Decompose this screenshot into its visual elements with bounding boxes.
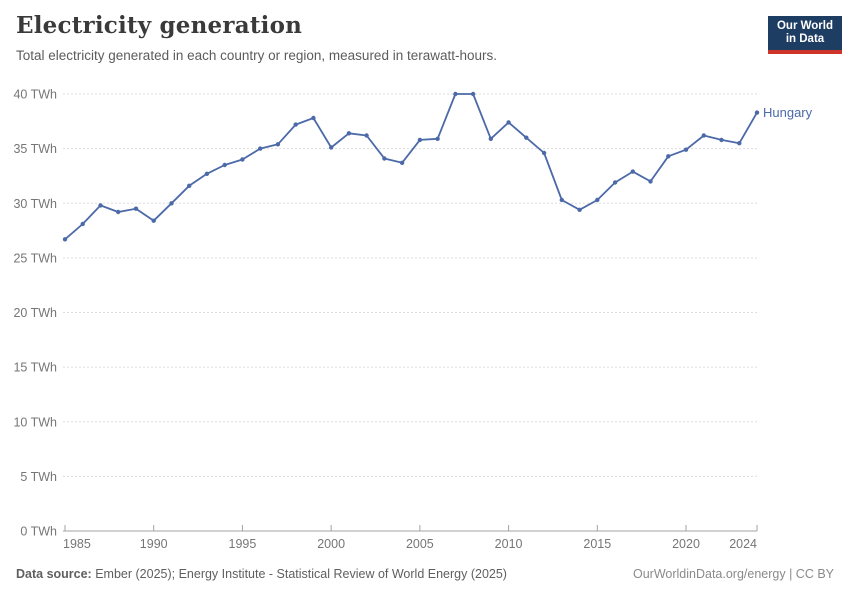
- data-point[interactable]: [470, 91, 476, 97]
- data-point[interactable]: [80, 221, 85, 227]
- x-tick-label: 2015: [583, 537, 611, 551]
- data-point[interactable]: [364, 133, 369, 138]
- data-source-label: Data source:: [16, 567, 92, 581]
- data-point[interactable]: [488, 136, 493, 141]
- x-tick-label: 2000: [317, 537, 345, 551]
- y-tick-label: 10 TWh: [13, 415, 57, 429]
- data-point[interactable]: [630, 169, 635, 174]
- y-tick-label: 0 TWh: [20, 525, 57, 539]
- data-point[interactable]: [506, 120, 511, 125]
- data-point[interactable]: [187, 183, 192, 188]
- chart-header: Electricity generation Total electricity…: [16, 12, 756, 63]
- data-point[interactable]: [595, 197, 600, 203]
- x-tick-label: 1995: [229, 537, 257, 551]
- entity-label[interactable]: Hungary: [763, 105, 813, 120]
- chart-canvas[interactable]: 0 TWh 5 TWh 10 TWh 15 TWh 20 TWh 25 TWh 30 TWh…: [0, 80, 850, 555]
- owid-logo-box: Our World in Data: [768, 16, 842, 50]
- owid-logo-bar: [768, 50, 842, 54]
- data-point[interactable]: [666, 154, 671, 159]
- data-point[interactable]: [417, 137, 423, 143]
- data-point[interactable]: [382, 156, 387, 161]
- x-tick-label: 2005: [406, 537, 434, 551]
- data-point[interactable]: [648, 179, 653, 184]
- data-point[interactable]: [62, 237, 68, 242]
- data-point[interactable]: [541, 150, 547, 156]
- y-tick-label: 40 TWh: [13, 88, 57, 102]
- data-point[interactable]: [346, 131, 352, 136]
- y-tick-label: 30 TWh: [13, 197, 57, 211]
- data-point[interactable]: [329, 145, 334, 150]
- y-tick-label: 25 TWh: [13, 251, 57, 265]
- owid-url-link[interactable]: OurWorldinData.org/energy | CC BY: [632, 567, 834, 581]
- data-point[interactable]: [719, 137, 724, 143]
- x-tick-label: 2024: [729, 537, 757, 551]
- x-tick-label: 1985: [63, 537, 91, 551]
- data-point[interactable]: [453, 91, 458, 97]
- y-tick-label: 15 TWh: [13, 361, 57, 375]
- data-point[interactable]: [399, 160, 405, 165]
- page-subtitle: Total electricity generated in each coun…: [16, 48, 497, 63]
- owid-logo[interactable]: Our World in Data: [768, 16, 842, 54]
- data-point[interactable]: [169, 201, 174, 206]
- data-point[interactable]: [133, 206, 139, 211]
- data-point[interactable]: [701, 133, 706, 138]
- data-point[interactable]: [311, 115, 316, 121]
- data-point[interactable]: [258, 146, 263, 151]
- data-point[interactable]: [222, 162, 227, 168]
- y-tick-label: 20 TWh: [13, 306, 57, 320]
- x-tick-label: 2020: [672, 537, 700, 551]
- y-tick-label: 35 TWh: [13, 142, 57, 156]
- data-point[interactable]: [98, 203, 103, 208]
- data-point[interactable]: [204, 171, 210, 176]
- data-point[interactable]: [116, 209, 121, 215]
- data-point[interactable]: [435, 136, 440, 141]
- page-title: Electricity generation: [16, 12, 303, 39]
- chart-area: 0 TWh 5 TWh 10 TWh 15 TWh 20 TWh 25 TWh 30 TWh…: [0, 80, 850, 555]
- data-point[interactable]: [737, 141, 742, 146]
- data-point[interactable]: [275, 142, 281, 147]
- data-source-text: Ember (2025); Energy Institute - Statist…: [91, 567, 507, 581]
- data-point[interactable]: [577, 207, 582, 212]
- data-point[interactable]: [524, 135, 529, 140]
- data-point[interactable]: [240, 157, 245, 162]
- owid-logo-line2: in Data: [785, 33, 825, 45]
- data-point[interactable]: [612, 180, 618, 185]
- x-tick-label: 2010: [495, 537, 523, 551]
- data-point[interactable]: [293, 122, 298, 127]
- data-point[interactable]: [559, 197, 564, 203]
- data-source-note: Data source: Ember (2025); Energy Instit…: [16, 567, 507, 581]
- series-line: [64, 93, 758, 241]
- data-point[interactable]: [151, 218, 156, 223]
- data-point[interactable]: [683, 147, 689, 152]
- owid-logo-line1: Our World: [776, 20, 833, 32]
- x-tick-label: 1990: [140, 537, 168, 551]
- y-tick-label: 5 TWh: [20, 470, 57, 484]
- data-point[interactable]: [754, 110, 760, 115]
- chart-footer: Data source: Ember (2025); Energy Instit…: [16, 567, 834, 581]
